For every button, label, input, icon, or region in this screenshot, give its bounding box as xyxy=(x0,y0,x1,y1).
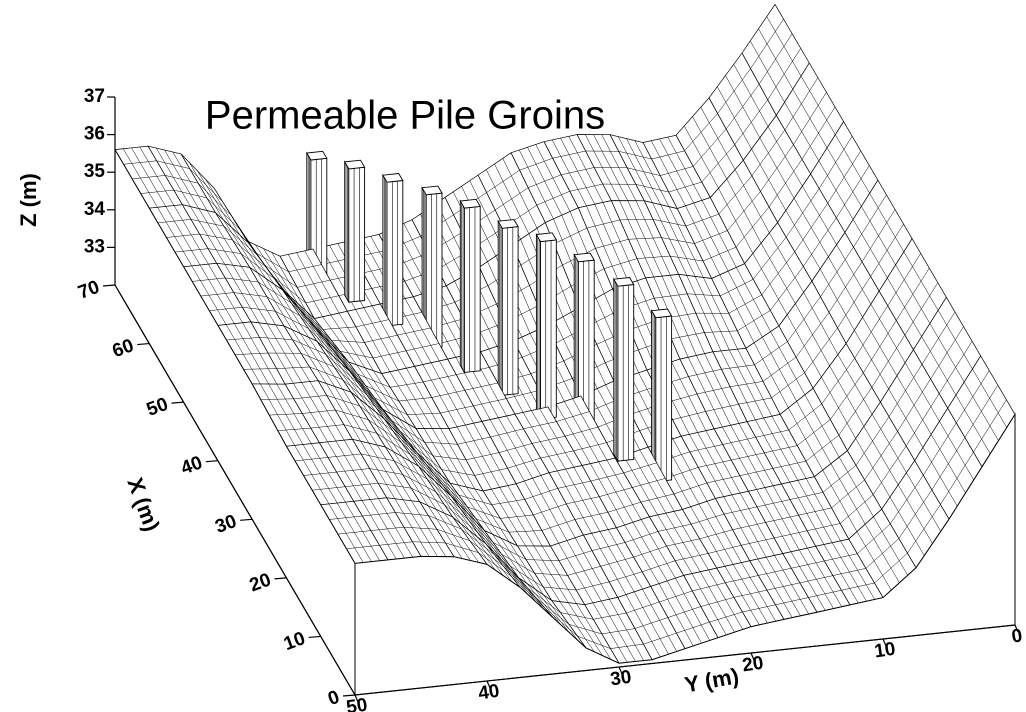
x-tick-label: 70 xyxy=(75,277,102,304)
z-tick-label: 35 xyxy=(84,161,106,182)
groin-face xyxy=(345,162,349,302)
x-tick xyxy=(103,285,115,286)
y-tick-label: 10 xyxy=(873,639,897,663)
x-axis-title: X (m) xyxy=(122,474,164,534)
groin-face xyxy=(349,167,365,302)
groin xyxy=(345,160,365,302)
x-tick-label: 40 xyxy=(178,452,205,479)
chart-title: Permeable Pile Groins xyxy=(205,94,605,138)
groin-face xyxy=(618,285,634,462)
x-tick-label: 30 xyxy=(213,511,240,538)
x-tick xyxy=(172,402,184,403)
groin-face xyxy=(536,235,540,419)
x-tick xyxy=(309,636,321,637)
groin-face xyxy=(464,206,480,372)
groin-face xyxy=(656,316,672,482)
groin-face xyxy=(498,221,502,395)
groin-face xyxy=(502,227,518,396)
groin xyxy=(460,199,480,372)
x-tick xyxy=(137,344,149,345)
x-tick xyxy=(240,519,252,520)
x-tick-label: 0 xyxy=(325,687,342,710)
z-axis-title: Z (m) xyxy=(16,173,41,227)
groin-face xyxy=(614,279,618,461)
groin-face xyxy=(460,201,464,372)
groin-face xyxy=(383,175,387,326)
chart: Permeable Pile Groins 0 10 20 30 40 50 60 70 0 10… xyxy=(0,0,1026,712)
z-tick-label: 33 xyxy=(84,236,105,257)
x-tick-label: 20 xyxy=(247,570,274,597)
body: Permeable Pile Groins 0 10 20 30 40 50 60 70 0 10… xyxy=(0,0,1026,712)
y-tick-label: 40 xyxy=(477,681,501,705)
z-tick-label: 37 xyxy=(84,86,105,107)
groin-face xyxy=(541,240,557,419)
y-tick-label: 30 xyxy=(609,667,633,691)
groin xyxy=(536,233,556,419)
y-axis-title: Y (m) xyxy=(683,663,741,697)
x-tick xyxy=(206,461,218,462)
z-tick-label: 36 xyxy=(84,124,105,145)
groin xyxy=(498,220,518,396)
groin-face xyxy=(387,181,403,326)
x-tick xyxy=(274,578,286,579)
x-tick-label: 60 xyxy=(110,335,137,362)
y-tick-label: 0 xyxy=(1010,625,1023,647)
x-tick-label: 50 xyxy=(144,394,171,421)
groin xyxy=(383,174,403,326)
z-tick-label: 34 xyxy=(84,199,106,220)
groin xyxy=(614,278,634,462)
x-tick-label: 10 xyxy=(281,628,308,655)
page: Permeable Pile Groins {"chart_data": {"t… xyxy=(0,0,1026,712)
y-tick-label: 20 xyxy=(741,653,765,677)
y-tick-label: 50 xyxy=(345,695,369,712)
groin xyxy=(652,309,672,482)
